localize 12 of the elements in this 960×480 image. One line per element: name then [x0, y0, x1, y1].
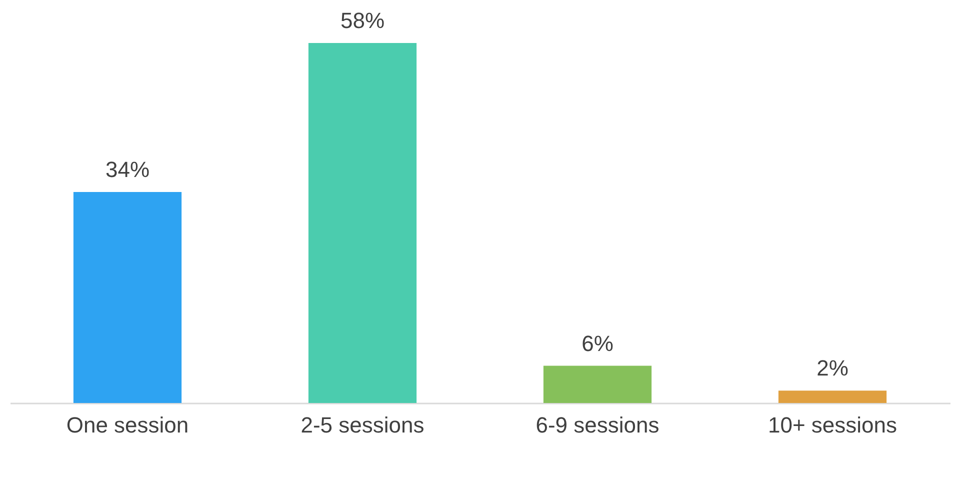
bar	[543, 366, 652, 403]
bar	[778, 390, 887, 403]
bar	[308, 43, 417, 403]
data-label: 6%	[582, 330, 614, 356]
x-tick-label: 2-5 sessions	[300, 412, 424, 438]
data-label: 34%	[105, 156, 150, 182]
bar	[73, 192, 182, 403]
data-label: 2%	[816, 356, 848, 381]
x-tick-label: 10+ sessions	[768, 412, 898, 438]
x-tick-label: One session	[66, 412, 189, 438]
x-tick-label: 6-9 sessions	[536, 412, 660, 438]
data-label: 58%	[340, 8, 385, 33]
